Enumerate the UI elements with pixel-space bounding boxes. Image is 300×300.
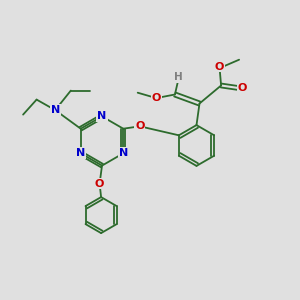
Text: O: O [135, 121, 145, 131]
Text: N: N [51, 105, 60, 115]
Text: N: N [98, 111, 106, 122]
Text: O: O [237, 83, 247, 93]
Text: O: O [152, 93, 161, 103]
Text: H: H [174, 72, 183, 82]
Text: N: N [119, 148, 128, 158]
Text: N: N [76, 148, 85, 158]
Text: O: O [215, 61, 224, 72]
Text: O: O [95, 178, 104, 189]
